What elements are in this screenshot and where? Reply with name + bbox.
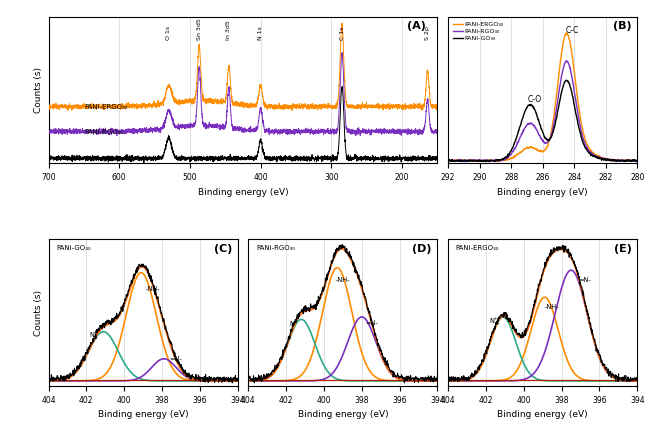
PANi-RGO₃₀ <box>556 84 564 89</box>
PANi-GO₃₀ <box>477 158 485 163</box>
PANi-ERGO₃₀ <box>494 159 501 164</box>
Text: PANi-GO₃₀: PANi-GO₃₀ <box>56 245 91 251</box>
Text: C-C: C-C <box>566 26 579 35</box>
Legend: PANi-ERGO₃₀, PANi-RGO₃₀, PANi-GO₃₀: PANi-ERGO₃₀, PANi-RGO₃₀, PANi-GO₃₀ <box>452 20 505 43</box>
Text: -NH-: -NH- <box>146 286 160 293</box>
X-axis label: Binding energy (eV): Binding energy (eV) <box>498 187 588 197</box>
PANi-ERGO₃₀ <box>587 148 595 153</box>
Text: Sn 3d5: Sn 3d5 <box>197 18 202 40</box>
PANi-ERGO₃₀ <box>556 63 564 68</box>
X-axis label: Binding energy (eV): Binding energy (eV) <box>198 187 289 197</box>
PANi-RGO₃₀ <box>444 158 452 163</box>
PANi-ERGO₃₀ <box>571 75 579 80</box>
Text: -NH-: -NH- <box>336 276 350 282</box>
Text: PANi-RGO₃₀: PANi-RGO₃₀ <box>84 129 123 135</box>
PANi-ERGO₃₀ <box>493 159 501 164</box>
Text: PANi-RGO₃₀: PANi-RGO₃₀ <box>256 245 295 251</box>
Text: (D): (D) <box>412 244 432 254</box>
PANi-ERGO₃₀ <box>530 145 538 151</box>
PANi-RGO₃₀ <box>633 158 641 163</box>
X-axis label: Binding energy (eV): Binding energy (eV) <box>298 410 388 419</box>
PANi-ERGO₃₀ <box>477 158 485 163</box>
Text: PANi-ERGO₃₀: PANi-ERGO₃₀ <box>84 104 127 110</box>
PANi-RGO₃₀ <box>563 58 571 63</box>
PANi-RGO₃₀ <box>478 159 486 164</box>
PANi-RGO₃₀ <box>530 124 538 129</box>
PANi-ERGO₃₀ <box>444 158 452 163</box>
Text: In 3d5: In 3d5 <box>226 20 232 40</box>
PANi-GO₃₀ <box>633 158 641 163</box>
Line: PANi-GO₃₀: PANi-GO₃₀ <box>448 80 637 162</box>
Text: O 1s: O 1s <box>166 26 171 40</box>
Text: N⁺: N⁺ <box>489 318 498 324</box>
PANi-GO₃₀ <box>493 158 501 163</box>
Text: S 2p: S 2p <box>425 26 430 40</box>
PANi-GO₃₀ <box>444 159 452 164</box>
Line: PANi-ERGO₃₀: PANi-ERGO₃₀ <box>448 33 637 162</box>
Text: =N-: =N- <box>578 276 591 282</box>
PANi-ERGO₃₀ <box>563 31 571 36</box>
PANi-GO₃₀ <box>530 105 538 110</box>
PANi-RGO₃₀ <box>493 158 501 163</box>
Text: (A): (A) <box>407 21 426 31</box>
Text: PANi-ERGO₃₀: PANi-ERGO₃₀ <box>455 245 499 251</box>
Text: =N-: =N- <box>169 357 182 363</box>
Text: PANi-GO₃₀: PANi-GO₃₀ <box>84 156 118 162</box>
Text: =N-: =N- <box>365 320 378 326</box>
Y-axis label: Counts (s): Counts (s) <box>34 290 43 336</box>
PANi-RGO₃₀ <box>571 95 579 100</box>
X-axis label: Binding energy (eV): Binding energy (eV) <box>98 410 188 419</box>
Text: (B): (B) <box>613 21 631 31</box>
Text: (C): (C) <box>214 244 232 254</box>
Text: N 1s: N 1s <box>258 26 263 40</box>
Text: N⁺: N⁺ <box>289 321 298 327</box>
Y-axis label: Counts (s): Counts (s) <box>34 67 43 113</box>
PANi-GO₃₀ <box>571 105 578 110</box>
PANi-GO₃₀ <box>587 153 595 158</box>
Text: (E): (E) <box>614 244 631 254</box>
Text: N⁺: N⁺ <box>90 332 98 338</box>
PANi-GO₃₀ <box>556 99 564 104</box>
PANi-RGO₃₀ <box>587 150 595 155</box>
PANi-RGO₃₀ <box>461 159 469 165</box>
Text: C 1s: C 1s <box>340 26 344 40</box>
PANi-GO₃₀ <box>613 159 620 164</box>
PANi-ERGO₃₀ <box>633 158 641 163</box>
PANi-GO₃₀ <box>563 78 571 83</box>
Text: C-O: C-O <box>528 95 542 104</box>
X-axis label: Binding energy (eV): Binding energy (eV) <box>498 410 588 419</box>
Line: PANi-RGO₃₀: PANi-RGO₃₀ <box>448 61 637 162</box>
Text: -NH-: -NH- <box>545 304 560 310</box>
